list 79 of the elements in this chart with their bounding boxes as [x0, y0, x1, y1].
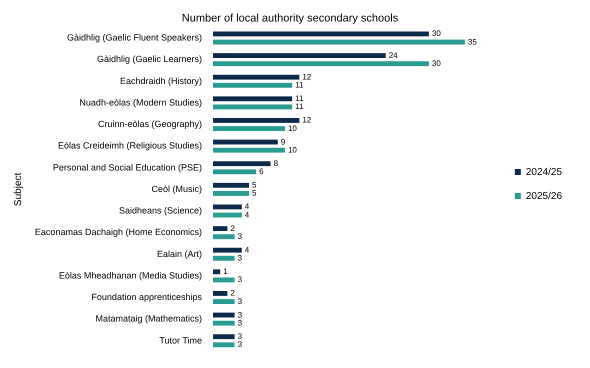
y-axis-title: Subject	[12, 172, 24, 206]
data-label: 3	[238, 254, 243, 263]
data-label: 8	[274, 158, 279, 168]
data-label: 11	[295, 102, 304, 112]
bar	[213, 61, 429, 66]
y-tick-label: Eòlas Creideimh (Religious Studies)	[58, 140, 202, 151]
bar	[213, 334, 235, 340]
data-label: 11	[295, 80, 304, 90]
bar	[213, 148, 285, 153]
legend-label: 2025/26	[526, 190, 562, 202]
data-label: 10	[288, 145, 298, 154]
bar	[213, 126, 285, 132]
data-label: 4	[244, 245, 250, 254]
data-label: 4	[244, 210, 250, 220]
bar	[213, 312, 235, 318]
bar	[213, 204, 242, 210]
bar	[213, 278, 235, 282]
y-tick-label: Eachdraidh (History)	[120, 76, 202, 86]
bar	[213, 40, 465, 44]
bar	[213, 74, 300, 80]
bar	[213, 320, 235, 326]
data-label: 30	[432, 58, 442, 68]
y-tick-label: Nuadh-eòlas (Modern Studies)	[79, 97, 202, 108]
legend-label: 2024/25	[526, 166, 562, 178]
data-label: 3	[238, 275, 243, 284]
bar	[213, 248, 242, 253]
data-label: 11	[295, 94, 304, 104]
data-label: 10	[288, 124, 298, 133]
data-label: 5	[252, 180, 257, 190]
bar	[213, 256, 235, 261]
y-tick-label: Saidheans (Science)	[118, 206, 202, 216]
bar	[213, 140, 278, 145]
y-tick-label: Cruinn-eòlas (Geography)	[98, 119, 202, 130]
bar	[213, 212, 242, 218]
data-label: 5	[252, 188, 257, 198]
bar	[213, 342, 235, 348]
data-label: 30	[432, 29, 442, 38]
bar	[213, 82, 292, 88]
bar	[213, 234, 235, 240]
chart-title: Number of local authority secondary schools	[182, 12, 399, 25]
bar	[213, 32, 429, 36]
bar	[213, 226, 228, 232]
data-label: 4	[244, 202, 250, 212]
bar	[213, 291, 228, 296]
data-label: 3	[238, 310, 243, 320]
bar	[213, 269, 220, 274]
data-label: 3	[238, 340, 243, 350]
y-tick-label: Matamataig (Mathematics)	[95, 314, 202, 324]
y-tick-label: Eòlas Mheadhanan (Media Studies)	[58, 270, 202, 280]
data-label: 3	[238, 232, 243, 241]
y-tick-label: Foundation apprenticeships	[91, 292, 202, 302]
data-label: 1	[223, 267, 228, 276]
y-tick-label: Tutor Time	[159, 335, 202, 346]
y-tick-label: Ceòl (Music)	[151, 184, 202, 194]
data-label: 2	[230, 288, 236, 298]
data-label: 6	[259, 167, 264, 176]
bar	[213, 299, 235, 304]
data-label: 2	[230, 224, 236, 233]
data-label: 3	[238, 332, 243, 341]
data-label: 3	[238, 318, 243, 328]
bar	[213, 118, 300, 123]
data-label: 24	[388, 50, 398, 60]
bar	[213, 96, 292, 102]
bar	[213, 53, 386, 58]
data-label: 12	[302, 116, 312, 125]
bar	[213, 182, 249, 188]
data-label: 35	[468, 37, 478, 46]
data-label: 9	[280, 137, 286, 146]
bar	[213, 161, 271, 166]
y-tick-label: Personal and Social Education (PSE)	[52, 162, 202, 172]
y-tick-label: Gàidhlig (Gaelic Learners)	[96, 54, 202, 64]
data-label: 3	[238, 296, 243, 306]
data-label: 12	[302, 72, 312, 82]
bar	[213, 104, 292, 110]
y-tick-label: Gàidhlig (Gaelic Fluent Speakers)	[66, 32, 202, 42]
bar	[213, 191, 249, 196]
y-tick-label: Eaconamas Dachaigh (Home Economics)	[34, 227, 202, 238]
y-tick-label: Ealain (Art)	[156, 248, 202, 259]
bar	[213, 169, 256, 174]
